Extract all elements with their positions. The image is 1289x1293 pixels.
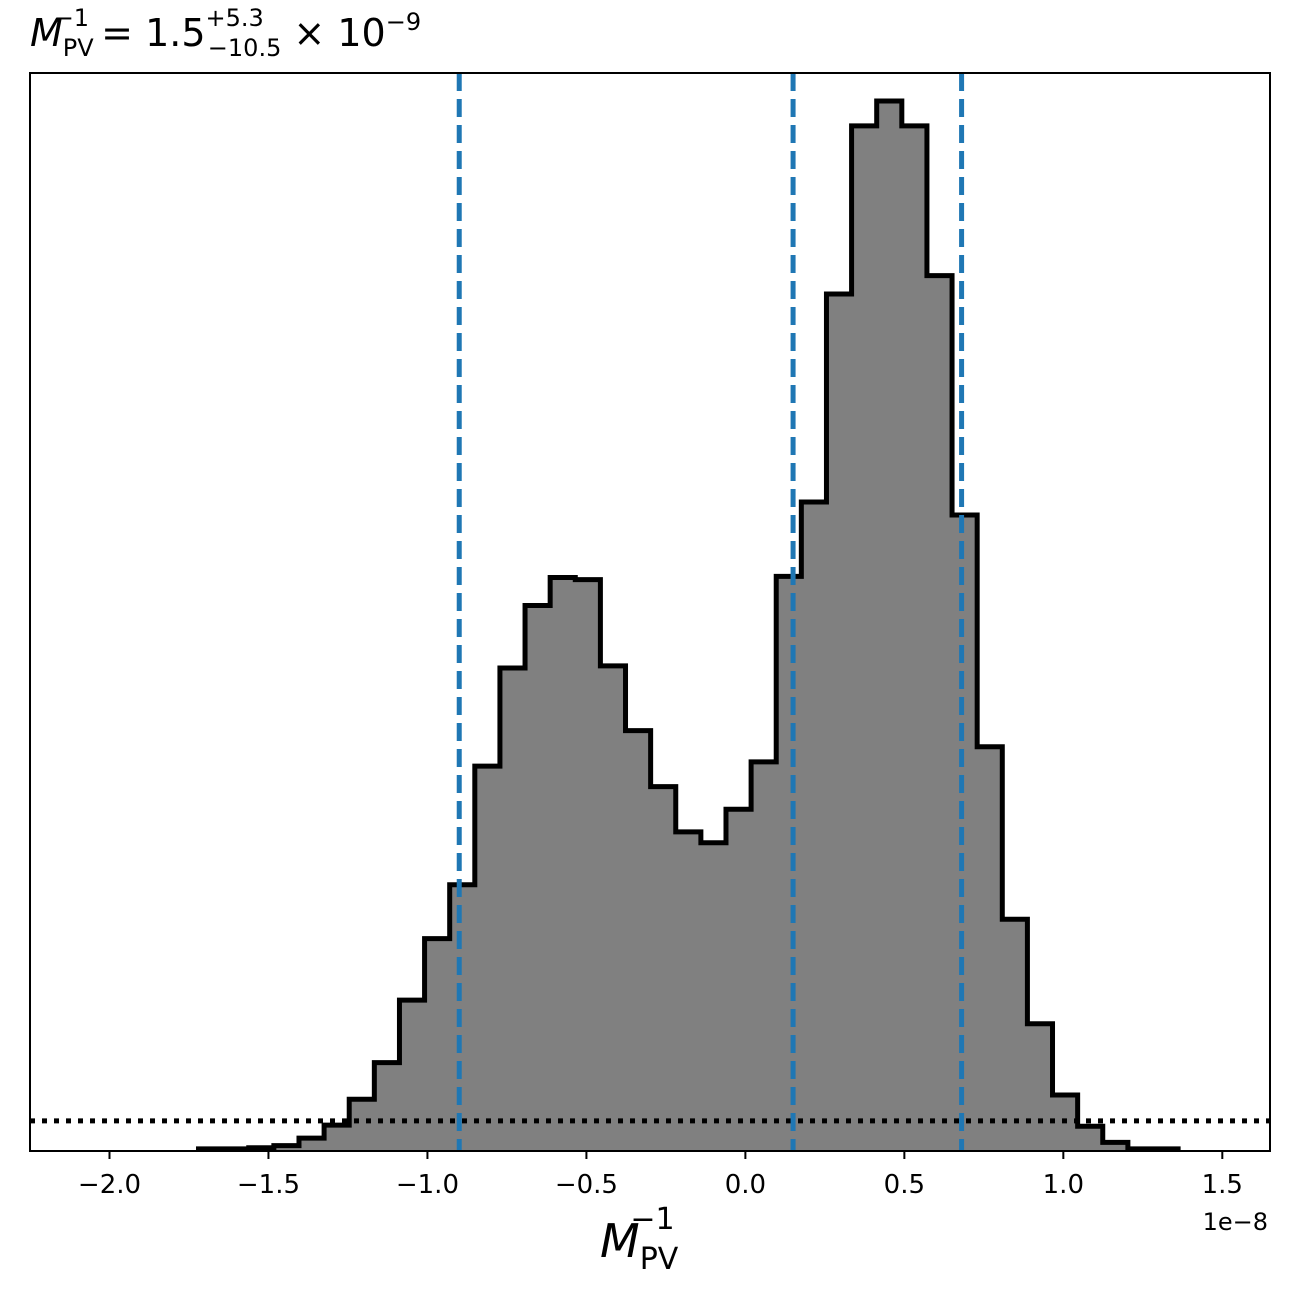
- histogram-bar: [952, 514, 978, 1151]
- histogram-bar: [449, 884, 476, 1151]
- x-tick-label: −0.5: [555, 1170, 618, 1200]
- histogram-bar: [600, 665, 627, 1151]
- histogram-bar: [851, 125, 878, 1151]
- histogram-bar: [725, 809, 752, 1151]
- histogram-bar: [625, 730, 652, 1151]
- x-tick-label: −2.0: [78, 1170, 141, 1200]
- histogram-bar: [675, 831, 702, 1151]
- histogram-bar: [324, 1125, 350, 1151]
- histogram-bar: [273, 1145, 300, 1151]
- chart-title: MPV−1 = 1.5+5.3 −10.5 × 10−9: [30, 4, 421, 62]
- x-axis-ticks: −2.0 −1.5 −1.0 −0.5 0.0 0.5 1.0 1.5: [78, 1151, 1243, 1200]
- histogram-bar: [374, 1062, 400, 1151]
- histogram-bar: [575, 579, 601, 1151]
- histogram-bar: [1027, 1023, 1054, 1151]
- x-tick-label: 1.5: [1202, 1170, 1243, 1200]
- x-tick-label: 0.5: [884, 1170, 925, 1200]
- histogram-bar: [1077, 1126, 1104, 1151]
- histogram-bar: [826, 293, 853, 1151]
- histogram-bar: [499, 668, 526, 1151]
- histogram-bar: [525, 605, 551, 1151]
- quantile-lines: [456, 73, 965, 1151]
- x-offset-label: 1e−8: [1203, 1208, 1268, 1236]
- histogram-bar: [298, 1138, 325, 1151]
- histogram-bar: [776, 576, 802, 1151]
- axes-frame: [29, 72, 1271, 1152]
- histogram-bar: [801, 502, 827, 1151]
- histogram-bar: [349, 1099, 375, 1151]
- histogram-bar: [901, 125, 928, 1151]
- x-axis-label: MPV−1: [600, 1202, 679, 1277]
- histogram-bar: [399, 1000, 426, 1151]
- histogram-bar: [700, 842, 727, 1151]
- histogram-bar: [474, 766, 501, 1151]
- histogram-bars: [196, 98, 1181, 1152]
- histogram-bar: [550, 577, 576, 1151]
- histogram-bar: [424, 938, 451, 1151]
- histogram-bar: [876, 101, 903, 1152]
- histogram-bar: [926, 275, 953, 1151]
- x-tick-label: 1.0: [1043, 1170, 1084, 1200]
- x-tick-label: −1.0: [396, 1170, 459, 1200]
- histogram-bar: [977, 746, 1003, 1151]
- x-tick-label: 0.0: [725, 1170, 766, 1200]
- histogram-bar: [650, 786, 677, 1151]
- x-tick-label: −1.5: [237, 1170, 300, 1200]
- histogram-bar: [751, 761, 777, 1151]
- histogram-bar: [1102, 1142, 1129, 1151]
- histogram-bar: [1002, 919, 1028, 1151]
- histogram-outline: [196, 98, 1181, 1152]
